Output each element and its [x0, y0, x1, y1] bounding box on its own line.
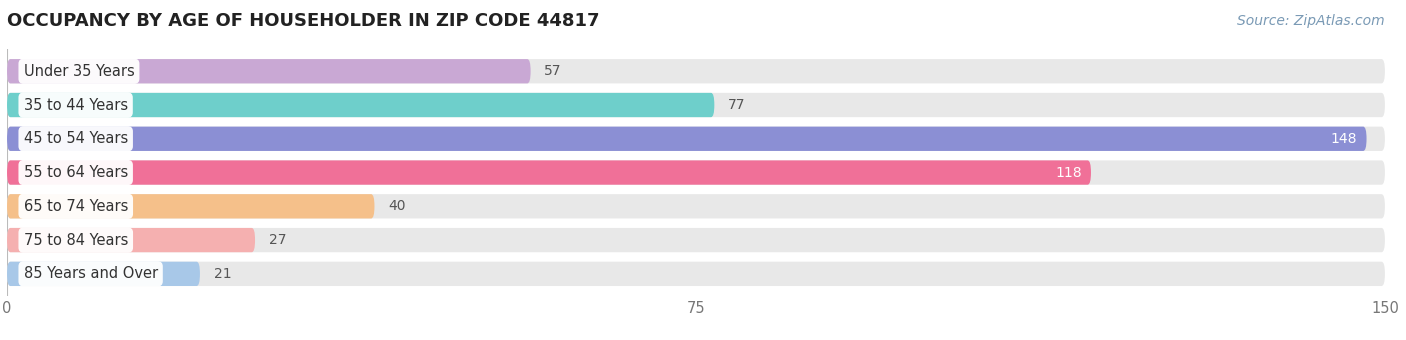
Text: 21: 21	[214, 267, 232, 281]
FancyBboxPatch shape	[7, 59, 530, 83]
FancyBboxPatch shape	[7, 262, 200, 286]
Text: 57: 57	[544, 64, 562, 78]
FancyBboxPatch shape	[7, 160, 1091, 185]
Text: 35 to 44 Years: 35 to 44 Years	[24, 98, 128, 113]
FancyBboxPatch shape	[7, 160, 1385, 185]
FancyBboxPatch shape	[7, 262, 1385, 286]
Text: 55 to 64 Years: 55 to 64 Years	[24, 165, 128, 180]
FancyBboxPatch shape	[7, 93, 714, 117]
Text: 77: 77	[728, 98, 745, 112]
Text: 85 Years and Over: 85 Years and Over	[24, 266, 157, 282]
Text: Source: ZipAtlas.com: Source: ZipAtlas.com	[1237, 14, 1385, 28]
Text: OCCUPANCY BY AGE OF HOUSEHOLDER IN ZIP CODE 44817: OCCUPANCY BY AGE OF HOUSEHOLDER IN ZIP C…	[7, 12, 599, 30]
FancyBboxPatch shape	[7, 228, 254, 252]
FancyBboxPatch shape	[7, 194, 374, 219]
Text: 27: 27	[269, 233, 287, 247]
FancyBboxPatch shape	[7, 228, 1385, 252]
Text: 75 to 84 Years: 75 to 84 Years	[24, 233, 128, 248]
Text: 118: 118	[1054, 166, 1081, 180]
Text: 45 to 54 Years: 45 to 54 Years	[24, 131, 128, 146]
FancyBboxPatch shape	[7, 126, 1367, 151]
Text: 40: 40	[388, 199, 406, 213]
FancyBboxPatch shape	[7, 59, 1385, 83]
FancyBboxPatch shape	[7, 194, 1385, 219]
Text: 65 to 74 Years: 65 to 74 Years	[24, 199, 128, 214]
Text: Under 35 Years: Under 35 Years	[24, 64, 135, 79]
Text: 148: 148	[1331, 132, 1357, 146]
FancyBboxPatch shape	[7, 126, 1385, 151]
FancyBboxPatch shape	[7, 93, 1385, 117]
